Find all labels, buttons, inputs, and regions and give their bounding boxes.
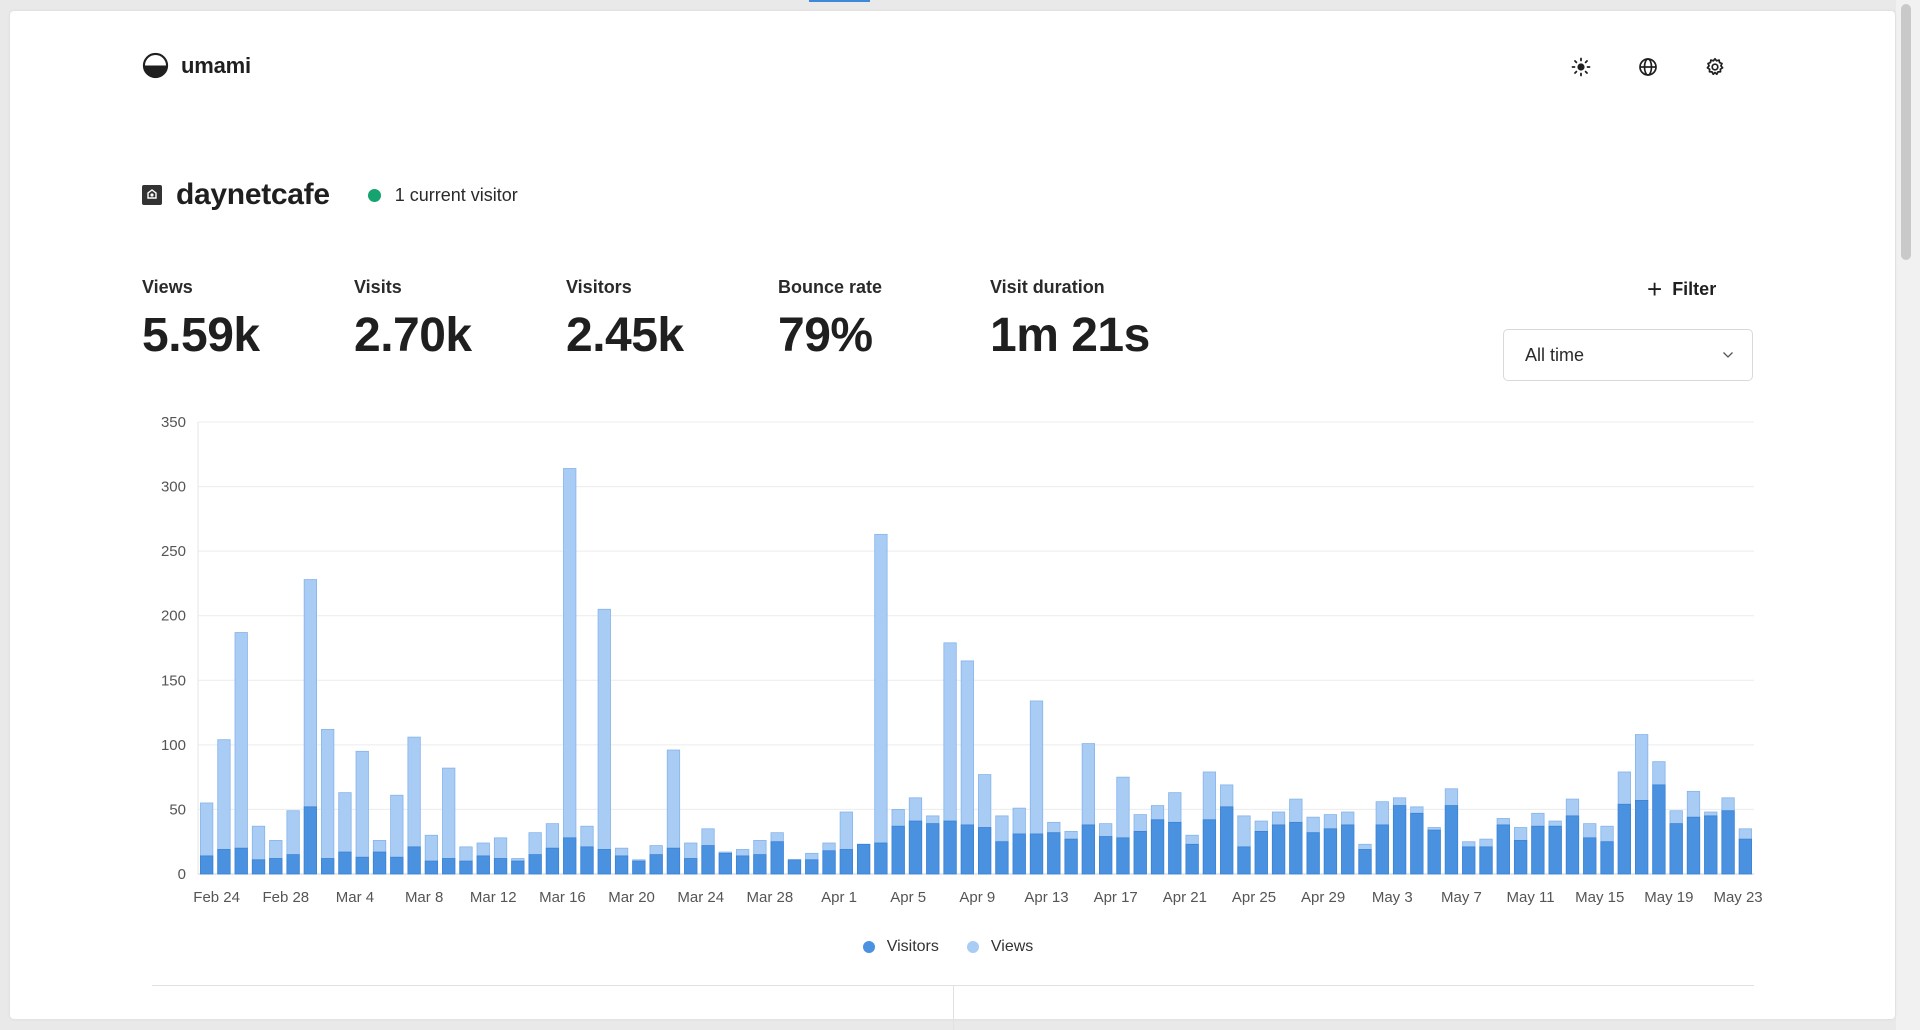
- legend-swatch-visitors: [862, 941, 875, 953]
- chevron-down-icon: [1723, 352, 1733, 358]
- sun-icon: [1571, 57, 1591, 77]
- site-favicon-icon: [142, 185, 162, 205]
- metric-label: Views: [142, 277, 193, 297]
- metrics-bar: Views 5.59k Visits 2.70k Visitors 2.45k …: [142, 277, 1202, 363]
- chart-legend: Visitors Views: [0, 938, 1896, 956]
- page-frame: [10, 11, 1895, 1019]
- filter-button[interactable]: + Filter: [1647, 276, 1716, 302]
- gear-icon: [1706, 57, 1724, 76]
- theme-toggle-button[interactable]: [1570, 56, 1592, 78]
- app-name: umami: [181, 52, 251, 78]
- brand[interactable]: umami: [142, 52, 251, 79]
- metric-visits: Visits 2.70k: [354, 277, 566, 363]
- metric-label: Visitors: [566, 277, 632, 297]
- live-status-dot: [367, 188, 381, 202]
- metric-bounce-rate: Bounce rate 79%: [778, 277, 990, 363]
- active-users-label: 1 current visitor: [394, 184, 518, 205]
- metric-visit-duration: Visit duration 1m 21s: [990, 277, 1202, 363]
- website-header: daynetcafe 1 current visitor: [142, 178, 518, 212]
- legend-item-visitors[interactable]: Visitors: [862, 938, 939, 956]
- settings-button[interactable]: [1704, 56, 1726, 78]
- language-button[interactable]: [1637, 56, 1659, 78]
- top-loading-indicator: [809, 0, 870, 2]
- metric-value: 5.59k: [142, 309, 260, 362]
- filter-label: Filter: [1672, 278, 1717, 299]
- active-users: 1 current visitor: [367, 184, 518, 206]
- metric-label: Bounce rate: [778, 277, 883, 297]
- legend-swatch-views: [966, 941, 979, 953]
- date-range-value: All time: [1525, 344, 1585, 365]
- website-name[interactable]: daynetcafe: [176, 178, 330, 211]
- globe-icon: [1639, 58, 1657, 76]
- metric-visitors: Visitors 2.45k: [566, 277, 778, 363]
- metric-label: Visits: [354, 277, 402, 297]
- date-range-select[interactable]: All time: [1503, 329, 1753, 381]
- plus-icon: +: [1647, 274, 1663, 304]
- metric-views: Views 5.59k: [142, 277, 354, 363]
- legend-label: Views: [990, 938, 1034, 955]
- metric-value: 1m 21s: [990, 309, 1150, 362]
- metric-value: 2.45k: [566, 309, 684, 362]
- metric-value: 79%: [778, 309, 873, 362]
- panel-split: [953, 985, 954, 1030]
- umami-logo-icon: [142, 52, 169, 79]
- header-actions: [1570, 56, 1726, 78]
- legend-item-views[interactable]: Views: [966, 938, 1034, 956]
- metric-value: 2.70k: [354, 309, 472, 362]
- legend-label: Visitors: [886, 938, 939, 955]
- scrollbar-thumb[interactable]: [1901, 4, 1911, 260]
- metric-label: Visit duration: [990, 277, 1105, 297]
